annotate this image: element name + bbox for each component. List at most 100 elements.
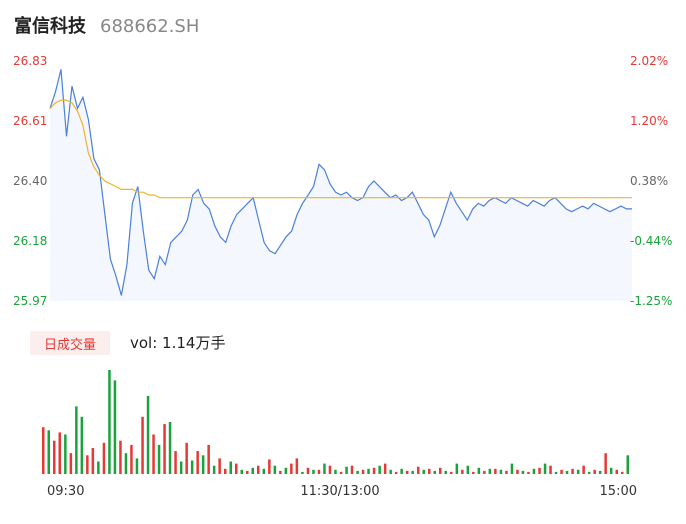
volume-bar xyxy=(477,467,481,474)
volume-bar xyxy=(279,470,282,474)
volume-bar xyxy=(334,469,337,474)
price-axis-left: 26.83 26.61 26.40 26.18 25.97 xyxy=(13,54,47,308)
volume-bar xyxy=(433,470,436,474)
volume-bar xyxy=(411,470,414,474)
volume-bar xyxy=(64,434,67,474)
volume-bar xyxy=(554,471,558,474)
volume-bar xyxy=(505,470,508,474)
pct-tick-label: 1.20% xyxy=(630,114,668,128)
volume-bar xyxy=(130,444,133,474)
pct-tick-label: 0.38% xyxy=(630,174,668,188)
volume-bar xyxy=(301,471,304,474)
volume-bar xyxy=(560,469,563,474)
volume-bar xyxy=(168,422,172,474)
volume-bar xyxy=(196,451,199,474)
volume-bar xyxy=(521,470,525,474)
volume-bar xyxy=(428,468,431,474)
volume-bar xyxy=(86,455,89,474)
volume-bar xyxy=(565,470,569,474)
volume-bar xyxy=(306,467,310,474)
volume-bar xyxy=(317,469,321,474)
volume-bar xyxy=(47,430,50,474)
volume-bar xyxy=(135,458,139,474)
volume-bar xyxy=(91,448,95,474)
volume-bar xyxy=(97,461,100,474)
volume-bar xyxy=(626,455,629,474)
volume-bar xyxy=(439,467,442,474)
volume-bar xyxy=(157,444,161,474)
volume-bar xyxy=(190,460,194,474)
volume-bar xyxy=(80,416,84,474)
stock-header: 富信科技 688662.SH xyxy=(14,12,199,40)
time-label: 11:30/13:00 xyxy=(300,484,379,499)
volume-bar xyxy=(75,406,78,474)
volume-bar xyxy=(179,461,183,474)
volume-bar xyxy=(466,465,470,474)
volume-bar xyxy=(576,469,580,474)
volume-bar xyxy=(549,465,552,474)
volume-bar xyxy=(538,467,541,474)
stock-name: 富信科技 xyxy=(14,16,86,37)
volume-bar xyxy=(224,468,227,474)
volume-bar xyxy=(246,470,249,474)
volume-bar xyxy=(361,469,365,474)
volume-bar xyxy=(141,416,144,474)
volume-bar xyxy=(257,465,260,474)
volume-bar xyxy=(163,424,166,474)
volume-bar xyxy=(323,463,326,474)
volume-bar xyxy=(58,432,61,474)
volume-bar xyxy=(461,469,464,474)
volume-bar xyxy=(284,467,288,474)
volume-bar xyxy=(532,468,536,474)
volume-bar xyxy=(394,471,398,474)
volume-bar xyxy=(372,467,376,474)
volume-bar xyxy=(201,455,205,474)
price-area xyxy=(50,69,632,302)
price-tick-label: 26.61 xyxy=(13,114,47,128)
volume-bar xyxy=(108,370,111,474)
volume-bar xyxy=(582,465,585,474)
volume-bar xyxy=(119,440,122,474)
volume-bar xyxy=(273,465,277,474)
time-label: 15:00 xyxy=(600,484,637,499)
volume-bar xyxy=(185,442,188,474)
volume-bar xyxy=(212,465,216,474)
volume-bar xyxy=(53,440,56,474)
volume-bar xyxy=(102,442,106,474)
volume-bar xyxy=(609,467,613,474)
volume-bar xyxy=(527,471,530,474)
volume-bar xyxy=(124,453,128,474)
volume-bar xyxy=(295,458,299,474)
volume-bar xyxy=(113,380,117,474)
volume-bar xyxy=(510,463,514,474)
average-line xyxy=(49,99,632,199)
volume-tab[interactable]: 日成交量 xyxy=(30,331,110,355)
volume-bar xyxy=(350,465,354,474)
price-tick-label: 26.83 xyxy=(13,54,47,68)
volume-bar xyxy=(417,466,420,474)
volume-bar xyxy=(499,469,503,474)
volume-bar xyxy=(472,471,475,474)
volume-bar xyxy=(383,463,387,474)
volume-bar xyxy=(339,471,343,474)
volume-bar xyxy=(69,453,73,474)
volume-bar xyxy=(251,467,254,474)
volume-bar xyxy=(604,453,607,474)
volume-bar xyxy=(356,470,359,474)
volume-bar xyxy=(262,468,266,474)
pct-tick-label: -1.25% xyxy=(630,294,672,308)
volume-bar xyxy=(218,458,221,474)
volume-bar xyxy=(444,470,447,474)
volume-bar xyxy=(268,459,271,474)
volume-bar xyxy=(593,469,596,474)
volume-bar xyxy=(42,427,45,474)
pct-tick-label: -0.44% xyxy=(630,234,672,248)
volume-bar xyxy=(516,469,519,474)
price-panel xyxy=(49,69,632,302)
volume-panel xyxy=(42,370,629,474)
volume-bar xyxy=(345,466,348,474)
pct-tick-label: 2.02% xyxy=(630,54,668,68)
volume-bar xyxy=(235,463,238,474)
volume-bar xyxy=(450,471,453,474)
